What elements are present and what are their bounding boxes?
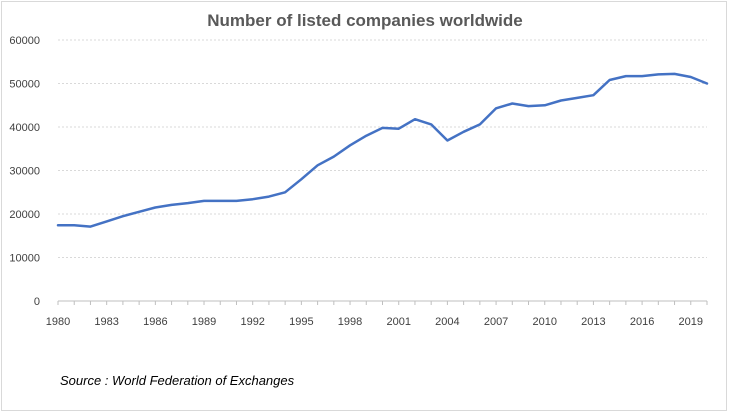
data-point-1993 <box>268 195 270 197</box>
x-tick-label-2007: 2007 <box>484 316 508 328</box>
x-tick-label-2019: 2019 <box>679 316 703 328</box>
y-tick-label-50000: 50000 <box>9 79 40 91</box>
source-note: Source : World Federation of Exchanges <box>60 373 295 388</box>
data-point-2019 <box>690 76 692 78</box>
x-tick-label-1995: 1995 <box>289 316 313 328</box>
data-point-1987 <box>170 204 172 206</box>
y-tick-label-40000: 40000 <box>9 122 40 134</box>
data-point-1985 <box>138 211 140 213</box>
data-point-1980 <box>57 224 59 226</box>
data-point-1997 <box>333 155 335 157</box>
data-point-2003 <box>430 123 432 125</box>
x-tick-label-2010: 2010 <box>533 316 557 328</box>
x-tick-label-1983: 1983 <box>94 316 118 328</box>
data-point-1984 <box>122 215 124 217</box>
x-tick-label-1992: 1992 <box>240 316 264 328</box>
x-tick-label-1998: 1998 <box>338 316 362 328</box>
data-point-1991 <box>235 200 237 202</box>
data-point-2002 <box>414 118 416 120</box>
data-point-1989 <box>203 200 205 202</box>
data-point-2020 <box>706 82 708 84</box>
data-point-2010 <box>544 104 546 106</box>
x-tick-label-1986: 1986 <box>143 316 167 328</box>
data-point-1996 <box>316 164 318 166</box>
data-point-2016 <box>641 75 643 77</box>
y-tick-label-20000: 20000 <box>9 209 40 221</box>
x-tick-label-2013: 2013 <box>581 316 605 328</box>
data-point-2008 <box>511 102 513 104</box>
data-point-2015 <box>625 75 627 77</box>
data-point-1994 <box>284 191 286 193</box>
data-point-1992 <box>252 198 254 200</box>
x-tick-label-2016: 2016 <box>630 316 654 328</box>
data-point-2011 <box>560 99 562 101</box>
data-point-2014 <box>608 79 610 81</box>
data-point-1983 <box>105 220 107 222</box>
data-point-2018 <box>673 73 675 75</box>
chart-title: Number of listed companies worldwide <box>207 11 523 30</box>
x-tick-label-1989: 1989 <box>192 316 216 328</box>
data-point-2004 <box>446 139 448 141</box>
data-point-2005 <box>462 131 464 133</box>
data-point-2009 <box>527 105 529 107</box>
series-line <box>56 72 709 228</box>
x-tick-label-2001: 2001 <box>386 316 410 328</box>
data-point-1995 <box>300 178 302 180</box>
data-point-2001 <box>398 128 400 130</box>
y-tick-label-60000: 60000 <box>9 35 40 47</box>
data-point-2000 <box>381 127 383 129</box>
x-tick-label-1980: 1980 <box>46 316 70 328</box>
data-point-2006 <box>479 123 481 125</box>
data-point-2007 <box>495 107 497 109</box>
data-point-2012 <box>576 97 578 99</box>
data-point-1986 <box>154 206 156 208</box>
y-tick-label-0: 0 <box>34 296 40 308</box>
data-point-2017 <box>657 73 659 75</box>
y-tick-label-10000: 10000 <box>9 253 40 265</box>
data-point-1981 <box>73 224 75 226</box>
data-point-1990 <box>219 200 221 202</box>
data-point-1988 <box>187 202 189 204</box>
data-point-1982 <box>89 225 91 227</box>
data-point-1998 <box>349 144 351 146</box>
x-tick-label-2004: 2004 <box>435 316 459 328</box>
data-point-1999 <box>365 135 367 137</box>
y-tick-label-30000: 30000 <box>9 166 40 178</box>
data-point-2013 <box>592 94 594 96</box>
